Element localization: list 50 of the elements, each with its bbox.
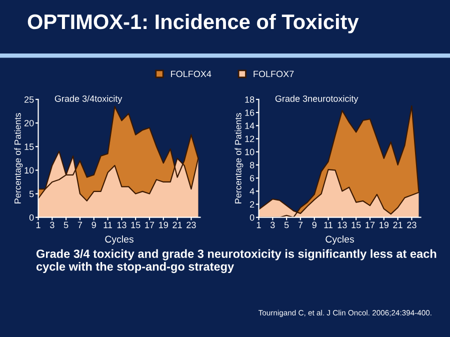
x-tick-label: 9 (312, 222, 316, 228)
x-tick-label: 17 (145, 222, 154, 228)
y-tick-label: 0 (29, 214, 34, 221)
x-tick-label: 19 (159, 222, 168, 228)
x-tick-label: 7 (78, 222, 82, 228)
y-tick-label: 15 (24, 144, 34, 150)
x-tick-label: 23 (186, 222, 196, 228)
chart-subtitle: Grade 3neurotoxicity (275, 95, 358, 104)
x-tick-label: 15 (131, 222, 140, 228)
x-tick-label: 11 (324, 222, 333, 228)
y-tick-label: 20 (24, 120, 34, 126)
x-tick-label: 9 (92, 222, 96, 228)
x-tick-label: 3 (50, 222, 54, 228)
y-tick-label: 2 (250, 201, 254, 208)
x-tick-label: 23 (407, 222, 416, 228)
y-tick-label: 25 (24, 96, 34, 103)
text: Grade 3/4 toxicity and grade 3 neurotoxicity is significantly less at each cycle with the stop-and-go strategy (36, 249, 436, 274)
y-axis-title: Percentage of Patients (234, 113, 244, 204)
x-tick-label: 11 (104, 222, 112, 228)
y-tick-label: 10 (245, 148, 254, 156)
x-tick-label: 17 (366, 222, 375, 228)
x-axis-title: Cycles (105, 236, 134, 245)
y-tick-label: 10 (24, 167, 34, 174)
x-tick-label: 7 (298, 222, 303, 228)
chart-subtitle: Grade 3/4toxicity (54, 95, 122, 104)
y-axis-title: Percentage of Patients (14, 113, 23, 204)
y-tick-label: 12 (245, 136, 254, 142)
x-tick-label: 13 (338, 222, 347, 228)
legend-label: FOLFOX4 (171, 70, 212, 78)
x-tick-label: 3 (270, 222, 275, 228)
y-tick-label: 8 (250, 162, 254, 168)
y-tick-label: 16 (245, 109, 254, 116)
x-tick-label: 5 (64, 222, 68, 228)
chart-title: OPTIMOX-1: Incidence of Toxicity (28, 14, 359, 34)
y-tick-label: 6 (250, 175, 254, 182)
x-tick-label: 21 (393, 222, 402, 228)
y-tick-label: 18 (245, 96, 254, 103)
x-tick-label: 21 (172, 222, 182, 228)
y-tick-label: 14 (245, 122, 254, 129)
legend-label: FOLFOX7 (254, 70, 294, 78)
x-tick-label: 1 (256, 222, 261, 228)
y-tick-label: 5 (29, 190, 34, 198)
y-tick-label: 0 (250, 214, 254, 221)
x-tick-label: 13 (117, 222, 126, 228)
x-tick-label: 5 (284, 222, 289, 228)
x-tick-label: 15 (352, 222, 361, 228)
y-tick-label: 4 (250, 188, 254, 194)
x-tick-label: 1 (36, 222, 40, 228)
x-axis-title: Cycles (326, 236, 354, 245)
x-tick-label: 19 (380, 222, 388, 228)
